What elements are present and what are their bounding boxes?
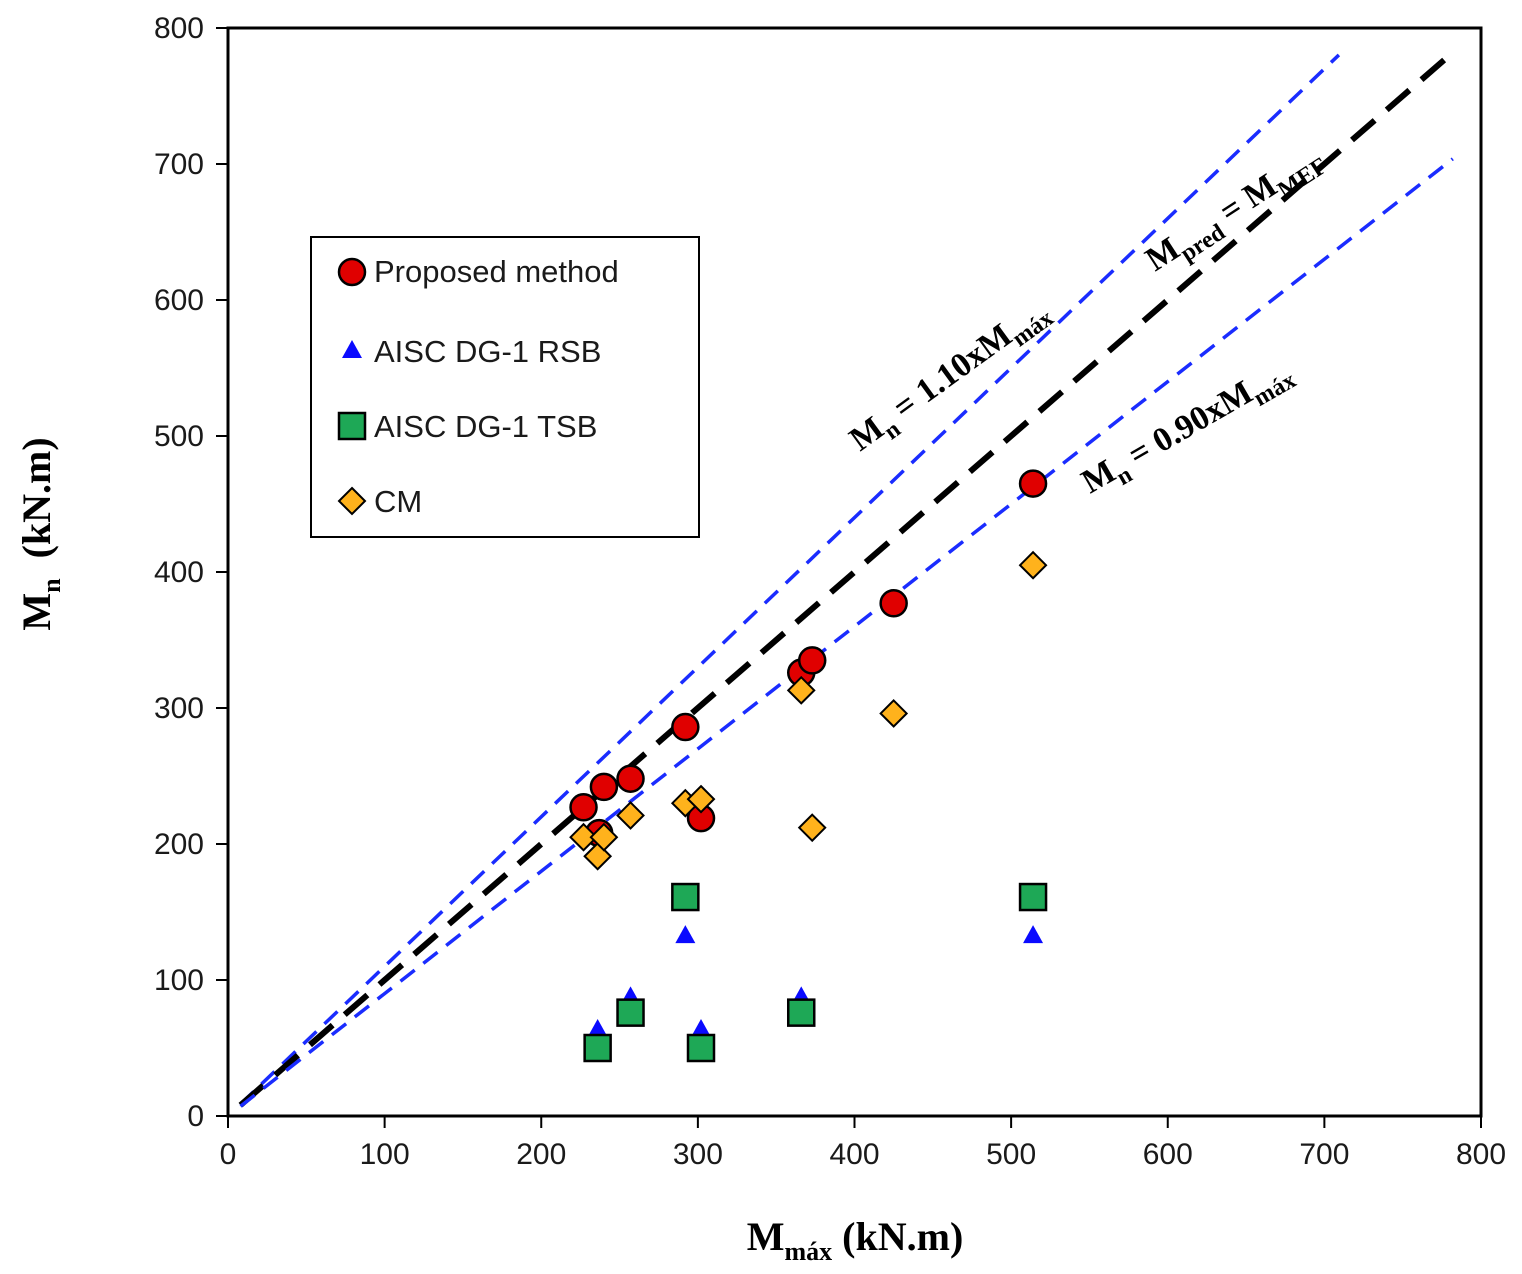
legend-symbols	[337, 257, 367, 516]
legend-symbol-circle	[337, 257, 367, 287]
upper-line-label: Mn = 1.10xMmáx	[843, 291, 1059, 464]
x-tick-label: 0	[220, 1138, 237, 1171]
y-tick-label: 800	[154, 12, 204, 45]
data-point-triangle	[691, 1018, 712, 1037]
x-tick-label: 700	[1299, 1138, 1349, 1171]
data-point-circle	[616, 764, 645, 793]
x-tick-label: 400	[829, 1138, 879, 1171]
legend-symbol-diamond	[337, 486, 367, 516]
reference-lines	[238, 50, 1455, 1108]
x-tick-label: 100	[360, 1138, 410, 1171]
upper-reference-line	[239, 53, 1341, 1106]
legend-label-aisc-dg1-tsb: AISC DG-1 TSB	[374, 409, 597, 444]
data-point-diamond	[686, 784, 716, 814]
x-axis-title: Mmáx (kN.m)	[747, 1214, 964, 1266]
y-tick-label: 300	[154, 692, 204, 725]
x-tick-label: 800	[1456, 1138, 1506, 1171]
data-point-circle	[671, 712, 700, 742]
data-point-square	[686, 1033, 716, 1063]
x-tick-label: 600	[1143, 1138, 1193, 1171]
data-point-square	[671, 882, 700, 912]
lower-line-label: Mn = 0.90xMmáx	[1076, 352, 1301, 507]
data-point-circle	[797, 646, 827, 675]
data-point-circle	[569, 793, 598, 822]
data-point-triangle	[675, 925, 696, 944]
data-point-circle	[879, 589, 908, 618]
data-point-triangle	[587, 1018, 608, 1037]
data-point-diamond	[786, 675, 816, 705]
data-point-square	[786, 998, 816, 1027]
y-tick-label: 500	[154, 420, 204, 453]
legend-symbol-triangle	[342, 340, 362, 358]
x-tick-label: 300	[673, 1138, 723, 1171]
data-point-circle	[1018, 469, 1048, 498]
x-tick-label: 200	[516, 1138, 566, 1171]
data-point-diamond	[797, 813, 827, 843]
y-tick-label: 600	[154, 284, 204, 317]
legend-label-proposed-method: Proposed method	[374, 254, 619, 289]
data-point-diamond	[879, 699, 909, 728]
y-tick-label: 0	[187, 1100, 204, 1133]
axis-tick-labels: 0 100 200 300 400 500 600 700 800 0 100 200 300 400 50…	[154, 12, 1506, 1171]
data-markers	[569, 469, 1048, 1063]
data-point-triangle	[1023, 925, 1044, 944]
y-axis-title: Mn (kN.m)	[14, 437, 66, 630]
x-tick-label: 500	[986, 1138, 1036, 1171]
legend: Proposed method AISC DG-1 RSB AISC DG-1 …	[310, 236, 700, 538]
y-tick-label: 200	[154, 828, 204, 861]
equality-reference-line	[238, 50, 1455, 1108]
data-point-diamond	[569, 822, 598, 852]
data-point-diamond	[1018, 550, 1048, 580]
legend-label-aisc-dg1-rsb: AISC DG-1 RSB	[374, 334, 601, 369]
data-point-square	[1018, 882, 1048, 912]
data-point-diamond	[616, 801, 645, 830]
axis-ticks	[216, 27, 1482, 1128]
legend-symbol-square	[337, 411, 367, 441]
data-point-diamond	[589, 822, 619, 852]
data-point-circle	[589, 772, 619, 802]
y-tick-label: 100	[154, 964, 204, 997]
lower-reference-line	[239, 157, 1454, 1108]
data-point-square	[583, 1033, 612, 1063]
legend-label-cm: CM	[374, 484, 422, 519]
legend-box	[310, 236, 700, 538]
equality-line-label: Mpred = MMEF	[1139, 138, 1332, 285]
y-tick-label: 400	[154, 556, 204, 589]
data-point-square	[616, 998, 645, 1027]
y-tick-label: 700	[154, 148, 204, 181]
